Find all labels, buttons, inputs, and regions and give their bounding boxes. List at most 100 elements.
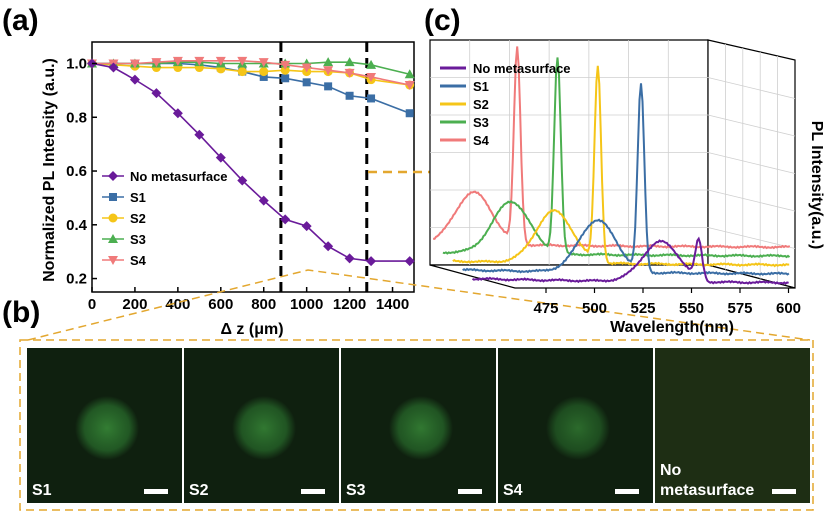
panel-label-a: (a) — [2, 4, 39, 37]
micrograph-emission-spot — [546, 396, 610, 460]
micrograph-4: S4 — [498, 348, 653, 503]
chart-a-xtick-label: 1200 — [333, 296, 366, 313]
micrograph-3: S3 — [341, 348, 496, 503]
chart-c-spectrum-S3 — [442, 57, 791, 259]
chart-a-point — [258, 195, 269, 206]
chart-a-xtick-label: 800 — [251, 296, 276, 313]
chart-a-point — [215, 56, 226, 66]
chart-a-point — [108, 256, 118, 265]
micrograph-label: S4 — [503, 482, 523, 499]
micrograph-emission-spot — [232, 396, 296, 460]
chart-a-point — [172, 108, 183, 119]
chart-a-point — [323, 57, 334, 67]
chart-a-xlabel: Δ z (μm) — [220, 321, 283, 338]
chart-c: 475 500 525 550 575 600 Wavelength(nm) PL Int… — [429, 39, 825, 336]
chart-a-legend-label: No metasurface — [130, 169, 228, 184]
chart-c-grid-line — [707, 77, 796, 99]
connector-lines — [27, 269, 811, 341]
chart-c-grid-line — [707, 152, 796, 174]
chart-c-xtick-label: 475 — [533, 300, 558, 317]
scale-bar — [615, 489, 639, 494]
chart-a-point — [366, 59, 377, 69]
chart-a-point — [281, 74, 290, 83]
chart-a-point — [301, 221, 312, 232]
chart-a-point — [323, 241, 334, 252]
micrograph-background — [655, 348, 810, 503]
chart-a-legend-label: S2 — [130, 211, 146, 226]
micrograph-label: S3 — [346, 482, 366, 499]
chart-a-ytick-label: 0.8 — [66, 109, 87, 126]
panel-label-b: (b) — [2, 296, 40, 329]
chart-a-point — [237, 175, 248, 186]
chart-c-spectrum-S4 — [433, 46, 791, 250]
chart-a-point — [323, 66, 334, 76]
chart-a-point — [259, 67, 269, 77]
connector-triangle — [27, 269, 811, 341]
chart-a-ytick-label: 1.0 — [66, 56, 87, 73]
chart-a-point — [367, 94, 376, 103]
micrograph-2: S2 — [184, 348, 339, 503]
chart-c-legend-label: No metasurface — [473, 61, 571, 76]
micrograph-label: metasurface — [660, 482, 754, 499]
chart-a-point — [280, 60, 291, 70]
chart-a-point — [108, 171, 118, 181]
chart-a-point — [129, 74, 140, 85]
chart-a-point — [151, 88, 162, 99]
chart-a-point — [237, 56, 248, 66]
scale-bar — [144, 489, 168, 494]
chart-a-point — [404, 81, 415, 91]
chart-a-point — [259, 72, 268, 81]
chart-a-point — [404, 69, 415, 79]
chart-a-ylabel: Normalized PL Intensity (a.u.) — [41, 58, 58, 282]
chart-a-point — [302, 78, 311, 87]
scale-bar — [772, 489, 796, 494]
chart-c-xtick-label: 550 — [679, 300, 704, 317]
chart-a-series-S4 — [87, 56, 415, 91]
chart-a-legend-label: S1 — [130, 190, 146, 205]
chart-c-spectrum-S2 — [452, 65, 790, 268]
chart-a-point — [404, 256, 415, 267]
micrograph-5: No metasurface — [655, 348, 810, 503]
micrograph-1: S1 — [27, 348, 182, 503]
chart-a-point — [194, 129, 205, 140]
chart-a-point — [280, 65, 290, 75]
chart-a-point — [194, 56, 205, 66]
chart-a-xtick-label: 0 — [88, 296, 96, 313]
chart-c-xtick-label: 525 — [630, 300, 655, 317]
chart-c-grid-line — [707, 189, 796, 212]
chart-c-side-wall — [707, 39, 796, 289]
micrograph-emission-spot — [75, 396, 139, 460]
chart-a-point — [324, 82, 333, 91]
panel-label-c: (c) — [424, 4, 461, 37]
chart-a-point — [405, 109, 414, 118]
chart-a-point — [215, 152, 226, 163]
chart-a-point — [129, 59, 140, 69]
micrograph-label: S2 — [189, 482, 209, 499]
scale-bar — [458, 489, 482, 494]
chart-a-frame — [91, 41, 415, 293]
chart-a-xtick-label: 200 — [122, 296, 147, 313]
chart-a-xtick-label: 1000 — [290, 296, 323, 313]
chart-c-legend-label: S4 — [473, 133, 490, 148]
image-strip-frame — [19, 339, 814, 511]
chart-c-spectrum-S1 — [462, 83, 790, 276]
chart-a-ytick-label: 0.4 — [66, 217, 88, 234]
chart-a-point — [280, 214, 291, 225]
chart-a-point — [237, 67, 247, 77]
chart-a-point — [108, 213, 118, 223]
chart-a-point — [366, 72, 377, 82]
chart-c-legend-label: S2 — [473, 97, 489, 112]
chart-a-point — [344, 68, 355, 78]
chart-a-ytick-label: 0.2 — [66, 271, 87, 288]
chart-c-ylabel: PL Intensity(a.u.) — [808, 121, 825, 250]
chart-a-point — [344, 253, 355, 264]
chart-c-legend-label: S1 — [473, 79, 489, 94]
chart-c-grid-line — [707, 227, 796, 249]
chart-a-point — [108, 62, 119, 73]
scale-bar — [301, 489, 325, 494]
chart-a-legend-label: S3 — [130, 232, 146, 247]
chart-c-xtick-label: 600 — [776, 300, 801, 317]
chart-a-point — [172, 56, 183, 66]
chart-a-point — [108, 234, 118, 243]
